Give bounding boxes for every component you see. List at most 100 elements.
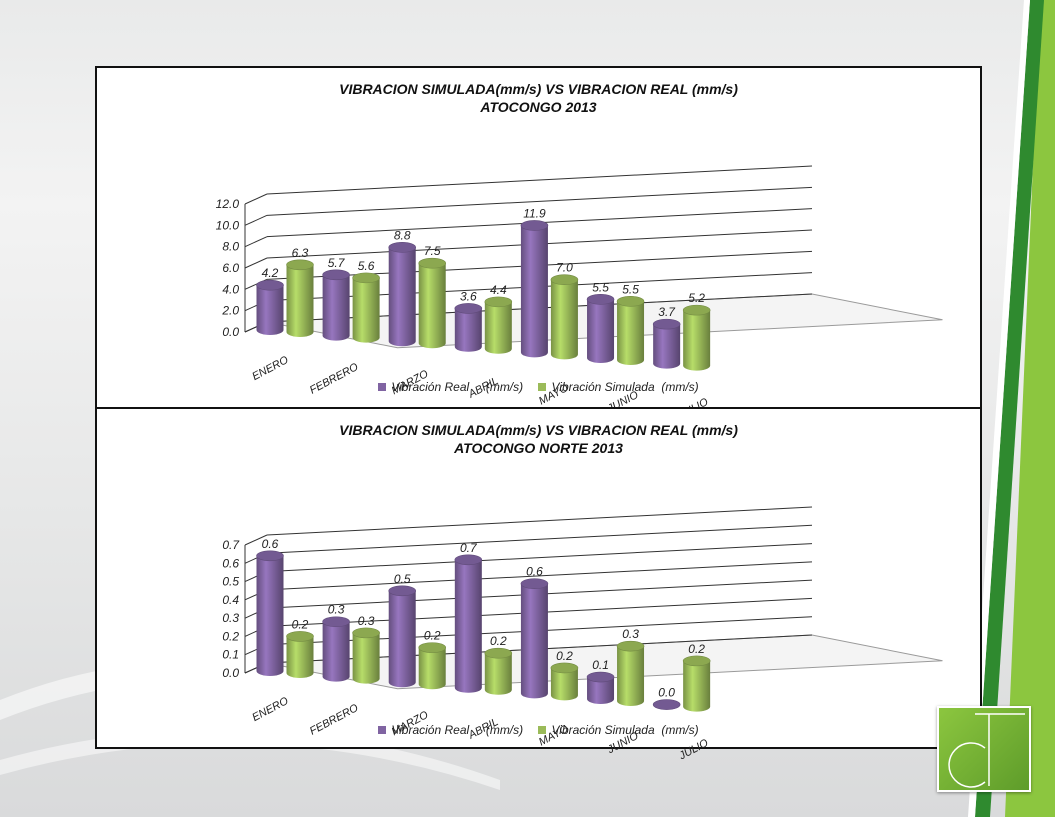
- bar-top: [682, 655, 711, 667]
- data-label: 3.7: [658, 305, 676, 319]
- bar-body: [286, 264, 314, 337]
- chart-title-line: VIBRACION SIMULADA(mm/s) VS VIBRACION RE…: [339, 81, 738, 97]
- bar-body: [484, 301, 512, 354]
- y-tick-label: 6.0: [222, 261, 239, 275]
- legend-item-simulada: Vibración Simulada (mm/s): [538, 723, 699, 737]
- legend-label-real: Vibración Real (mm/s): [391, 723, 524, 737]
- bar-top: [586, 671, 615, 683]
- bar-top: [322, 616, 350, 628]
- bar-real: [322, 269, 350, 341]
- bar-simulada: [286, 259, 314, 337]
- bar-body: [256, 285, 284, 335]
- data-label: 11.9: [523, 206, 546, 220]
- y-tick-label: 0.4: [222, 593, 239, 607]
- bar-body: [388, 590, 416, 688]
- data-label: 5.6: [358, 259, 375, 273]
- data-label: 0.6: [526, 565, 543, 579]
- chart-title-line: VIBRACION SIMULADA(mm/s) VS VIBRACION RE…: [339, 422, 738, 438]
- data-label: 0.2: [490, 634, 507, 648]
- y-tick-label: 0.7: [222, 538, 240, 552]
- data-label: 5.7: [328, 256, 346, 270]
- y-tick-label: 0.6: [222, 556, 239, 570]
- bar-real: [586, 671, 615, 704]
- data-label: 3.6: [460, 289, 477, 303]
- bar-body: [587, 299, 615, 363]
- data-label: 5.5: [622, 282, 639, 296]
- chart-panel-atocongo: VIBRACION SIMULADA(mm/s) VS VIBRACION RE…: [95, 66, 982, 422]
- y-tick-label: 0.3: [222, 611, 239, 625]
- legend-swatch-real: [378, 383, 387, 391]
- data-label: 6.3: [292, 246, 309, 260]
- legend-item-simulada: Vibración Simulada (mm/s): [538, 380, 699, 394]
- bar-chart-atocongo-norte: 0.0 0.1 0.2 0.3 0.4 0.5 0.6 0.7 0.6 0.2 ENERO 0.3 0.…: [222, 506, 943, 763]
- chart-legend: Vibración Real (mm/s) Vibración Simulada…: [97, 380, 980, 394]
- data-label: 5.5: [592, 280, 609, 294]
- data-label: 4.2: [262, 266, 279, 280]
- bar-body: [418, 647, 446, 690]
- grid-line: [266, 506, 813, 536]
- bar-simulada: [682, 655, 711, 712]
- bar-top: [388, 585, 417, 597]
- bar-top: [550, 274, 579, 286]
- bar-real: [520, 578, 549, 699]
- grid-line: [266, 524, 813, 554]
- data-label: 0.1: [592, 658, 609, 672]
- legend-item-real: Vibración Real (mm/s): [378, 723, 523, 737]
- chart-legend: Vibración Real (mm/s) Vibración Simulada…: [97, 723, 980, 737]
- data-label: 0.6: [262, 537, 279, 551]
- bar-simulada: [286, 631, 314, 678]
- y-tick-label: 10.0: [216, 218, 240, 232]
- ct-logo-icon: [937, 706, 1031, 792]
- bar-real: [652, 699, 681, 710]
- data-label: 0.7: [460, 541, 478, 555]
- bar-simulada: [550, 662, 579, 701]
- bar-top: [388, 242, 417, 253]
- legend-label-simulada: Vibración Simulada (mm/s): [551, 380, 699, 394]
- data-label: 7.5: [424, 244, 441, 258]
- data-label: 0.2: [688, 642, 705, 656]
- y-tick-label: 0.0: [222, 325, 239, 339]
- bar-body: [550, 667, 578, 701]
- bar-body: [520, 583, 548, 699]
- bar-simulada: [418, 257, 447, 349]
- bar-body: [683, 310, 711, 371]
- ct-logo-graphic: [948, 713, 1025, 788]
- data-label: 0.2: [556, 649, 573, 663]
- bar-real: [256, 550, 284, 676]
- bar-chart-atocongo: 0.0 2.0 4.0 6.0 8.0 10.0 12.0 4.2 6.3 ENERO 5.7 5.6…: [216, 165, 943, 422]
- bar-body: [653, 324, 681, 369]
- grid-line: [244, 236, 268, 248]
- bar-top: [454, 554, 483, 566]
- grid-line: [244, 257, 268, 269]
- data-label: 7.0: [556, 261, 573, 275]
- y-tick-label: 2.0: [221, 304, 239, 318]
- data-label: 0.2: [424, 629, 441, 643]
- bar-real: [388, 585, 417, 688]
- bar-top: [256, 279, 284, 291]
- bar-top: [616, 640, 645, 652]
- bar-top: [682, 304, 711, 316]
- grid-line: [266, 186, 813, 216]
- grid-line: [244, 193, 268, 205]
- bar-body: [322, 274, 350, 341]
- bar-body: [352, 632, 380, 684]
- x-tick-label: JULIO: [676, 737, 710, 763]
- bar-body: [550, 279, 578, 360]
- legend-label-simulada: Vibración Simulada (mm/s): [551, 723, 699, 737]
- grid-line: [266, 561, 813, 591]
- data-label: 4.4: [490, 283, 507, 297]
- bar-body: [418, 263, 446, 349]
- chart-subtitle: ATOCONGO NORTE 2013: [454, 440, 623, 456]
- bar-top: [352, 627, 380, 639]
- bar-simulada: [352, 627, 380, 684]
- bar-top: [256, 550, 284, 562]
- legend-item-real: Vibración Real (mm/s): [378, 380, 523, 394]
- bar-top: [286, 259, 314, 271]
- bar-top: [616, 296, 645, 307]
- y-tick-label: 4.0: [222, 282, 239, 296]
- chart-title: VIBRACION SIMULADA(mm/s) VS VIBRACION RE…: [97, 80, 980, 116]
- bar-top: [652, 318, 681, 330]
- y-tick-label: 8.0: [222, 240, 239, 254]
- legend-swatch-real: [378, 726, 387, 734]
- bar-simulada: [550, 274, 579, 360]
